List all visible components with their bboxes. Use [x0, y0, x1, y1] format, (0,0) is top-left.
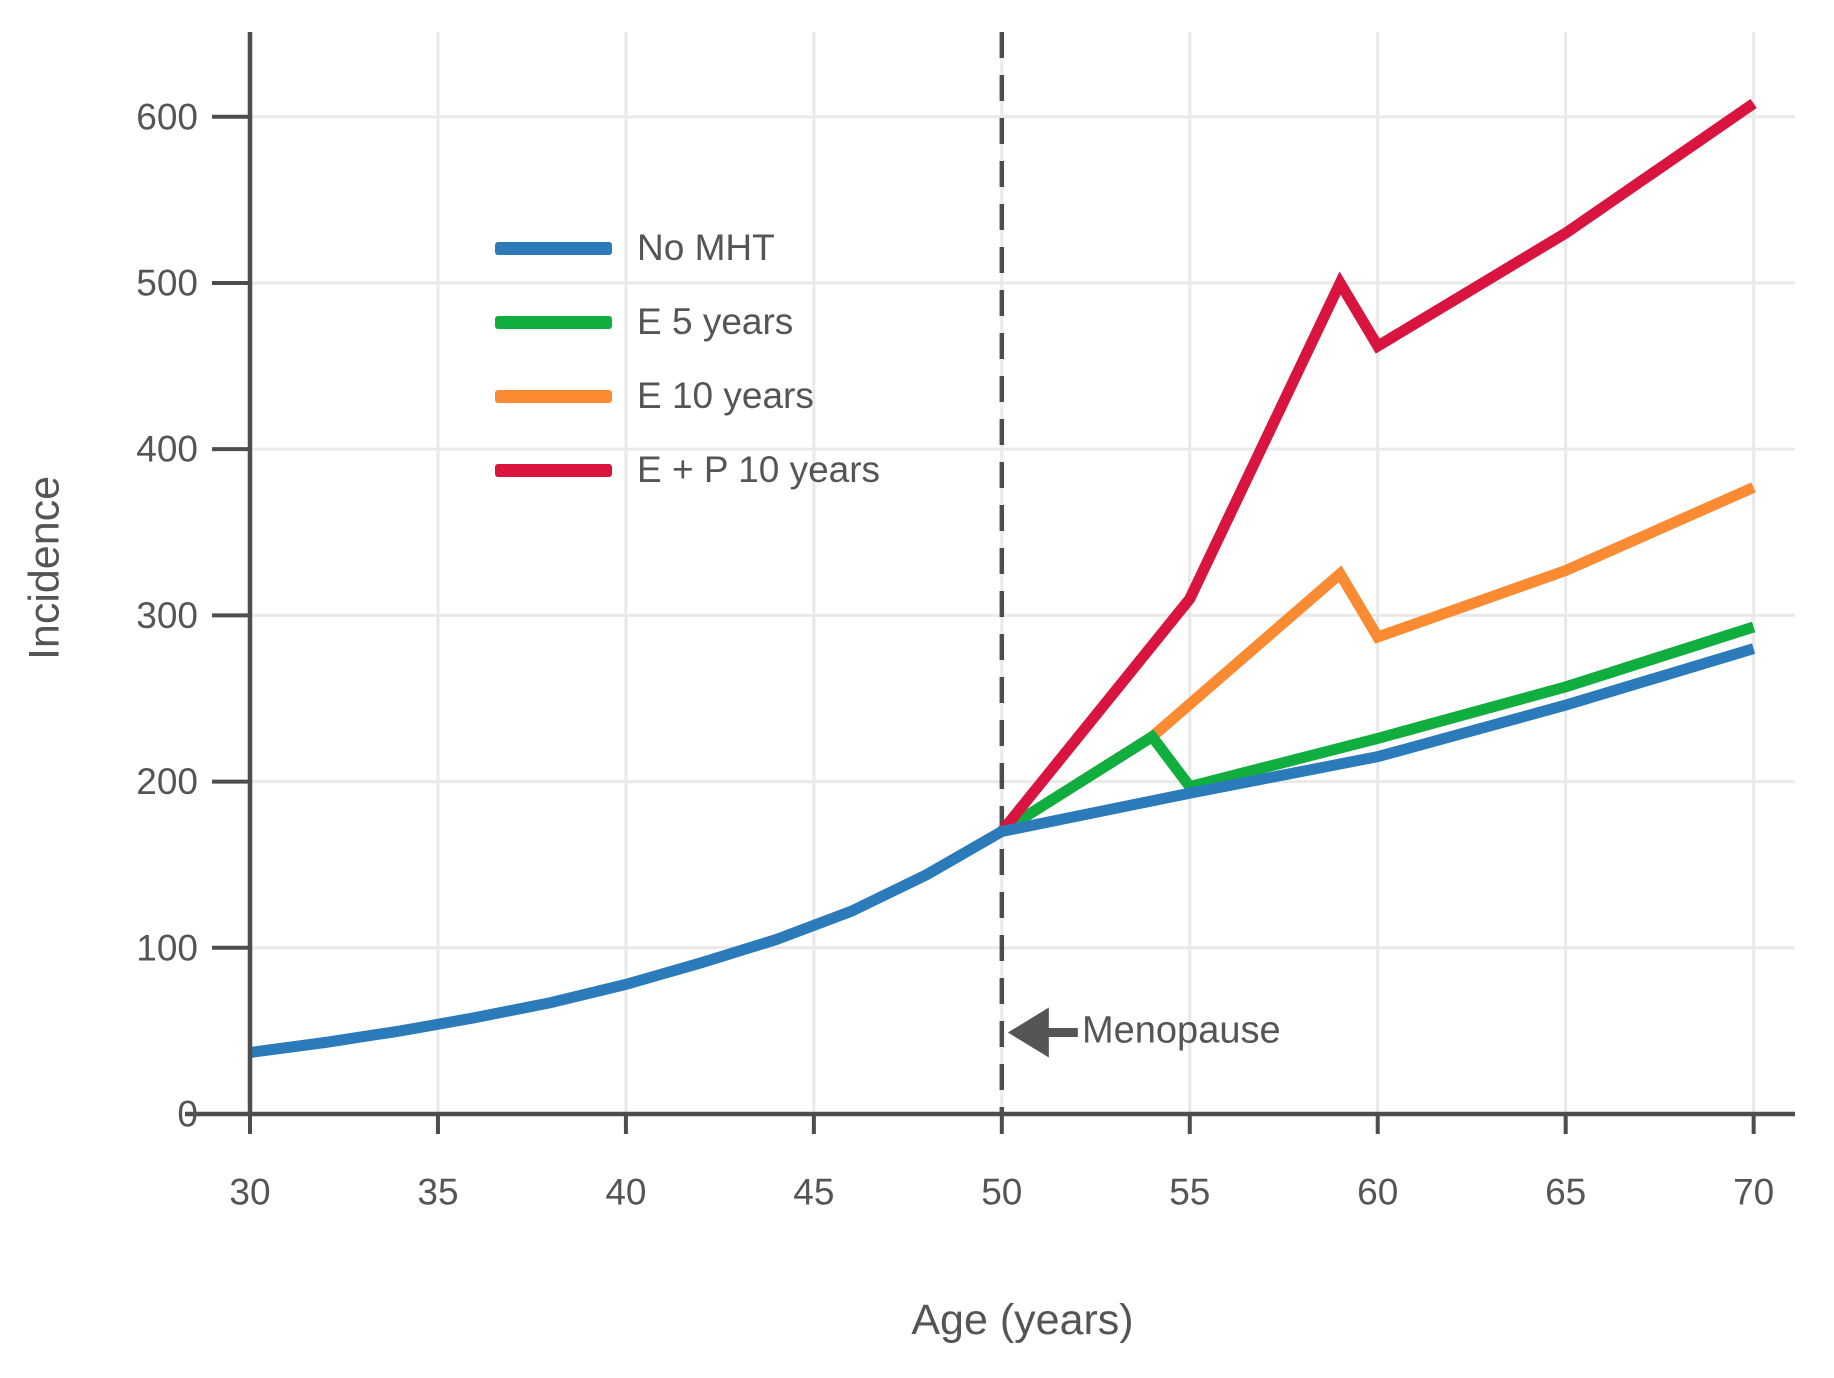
legend-swatch-e-5-years-icon: [495, 315, 612, 329]
x-tick-label-45: 45: [793, 1172, 834, 1213]
legend-swatch-e-p-10-years-icon: [495, 463, 612, 477]
menopause-annotation-label: Menopause: [1082, 1009, 1281, 1052]
x-tick-label-30: 30: [229, 1172, 270, 1213]
y-tick-label-600: 600: [136, 96, 198, 137]
legend-row-e-p-10-years: E + P 10 years: [495, 433, 880, 507]
y-tick-label-400: 400: [136, 429, 198, 470]
legend-label-e-5-years: E 5 years: [637, 301, 794, 342]
legend-swatch-no-mht-icon: [495, 241, 612, 255]
x-tick-label-50: 50: [981, 1172, 1022, 1213]
legend-label-no-mht: No MHT: [637, 227, 775, 268]
menopause-arrow-icon: [1007, 1007, 1049, 1058]
y-axis-title: Incidence: [20, 475, 69, 661]
legend-swatch-e-10-years-icon: [495, 389, 612, 403]
series-line-e-5-years: [998, 621, 1756, 837]
legend-row-e-5-years: E 5 years: [495, 285, 880, 359]
y-tick-label-300: 300: [136, 595, 198, 636]
legend-row-no-mht: No MHT: [495, 211, 880, 285]
legend-row-e-10-years: E 10 years: [495, 359, 880, 433]
x-axis-title: Age (years): [911, 1296, 1134, 1344]
series-line-e-p-10-years: [997, 98, 1757, 835]
legend-label-e-p-10-years: E + P 10 years: [637, 449, 881, 490]
x-tick-label-35: 35: [417, 1172, 458, 1213]
legend-label-e-10-years: E 10 years: [637, 375, 814, 416]
x-tick-label-60: 60: [1357, 1172, 1398, 1213]
x-tick-label-40: 40: [605, 1172, 646, 1213]
x-tick-label-70: 70: [1733, 1172, 1774, 1213]
y-tick-label-200: 200: [136, 761, 198, 802]
x-tick-label-55: 55: [1169, 1172, 1210, 1213]
series-line-no-mht: [249, 643, 1756, 1058]
y-tick-label-100: 100: [136, 927, 198, 968]
legend: No MHT E 5 years E 10 years E + P 10 yea…: [495, 211, 880, 507]
y-tick-label-500: 500: [136, 262, 198, 303]
x-tick-label-65: 65: [1545, 1172, 1586, 1213]
y-tick-label-0: 0: [177, 1094, 198, 1135]
